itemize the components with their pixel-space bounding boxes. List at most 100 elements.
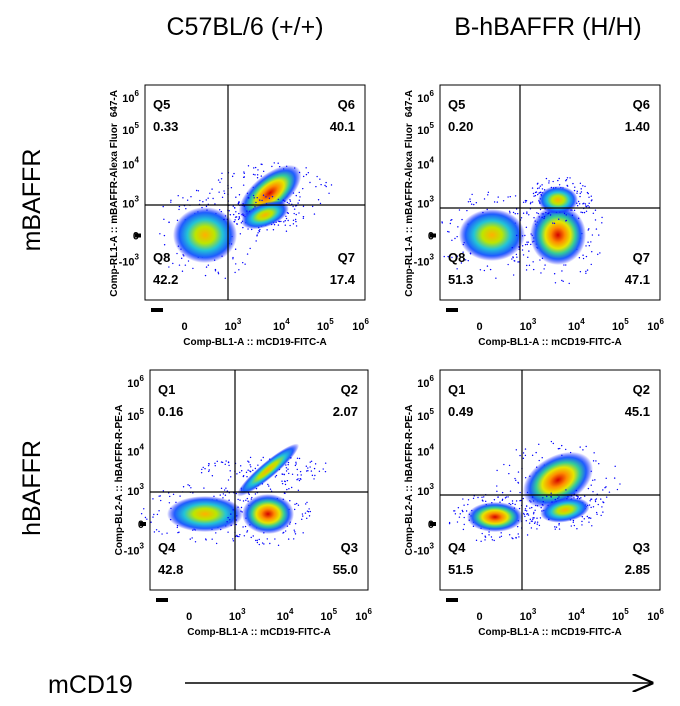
event-dot (283, 492, 286, 494)
quadrant-value: 0.49 (448, 404, 473, 419)
event-dot (515, 500, 518, 502)
event-dot (324, 462, 327, 464)
tick-exp: 4 (135, 156, 140, 165)
tick-exp: 5 (135, 121, 140, 130)
event-dot (295, 220, 297, 223)
event-dot (579, 446, 581, 448)
tick-exp: 3 (135, 252, 140, 261)
event-dot (528, 250, 530, 252)
event-dot (250, 536, 252, 539)
event-dot (550, 496, 552, 498)
event-dot (314, 474, 316, 477)
event-dot (152, 498, 154, 500)
event-dot (448, 521, 451, 524)
event-dot (570, 525, 572, 527)
event-dot (461, 218, 463, 221)
event-dot (591, 525, 593, 527)
quadrant-name: Q3 (633, 540, 650, 555)
event-dot (577, 200, 580, 203)
tick-label: -103 (414, 541, 435, 557)
density-cloud (173, 207, 237, 263)
event-dot (296, 468, 298, 471)
event-dot (483, 269, 486, 272)
event-dot (504, 497, 507, 499)
tick-exp: 3 (140, 482, 145, 491)
event-dot (302, 215, 305, 218)
tick-exp: 3 (237, 317, 242, 326)
event-dot (509, 196, 512, 198)
event-dot (243, 171, 245, 173)
event-dot (581, 520, 583, 523)
column-header: B-hBAFFR (H/H) (454, 13, 642, 41)
event-dot (260, 175, 263, 177)
tick-exp: 4 (430, 442, 435, 451)
event-dot (304, 512, 307, 514)
event-dot (540, 507, 542, 509)
event-dot (536, 183, 539, 185)
event-dot (537, 193, 539, 196)
event-dot (518, 536, 520, 538)
event-dot (581, 524, 583, 526)
tick-label: -103 (119, 252, 140, 268)
quadrant-name: Q5 (448, 97, 465, 112)
event-dot (217, 271, 219, 274)
event-dot (573, 524, 576, 527)
event-dot (496, 490, 498, 493)
event-dot (235, 263, 237, 265)
plot-frame (144, 84, 366, 301)
event-dot (211, 475, 214, 477)
quadrant-name: Q5 (153, 97, 170, 112)
event-dot (499, 536, 501, 538)
event-dot (158, 510, 160, 512)
event-dot (221, 172, 223, 175)
event-dot (542, 497, 544, 499)
event-dot (140, 513, 143, 515)
event-dot (242, 226, 244, 229)
tick-label: 106 (355, 607, 372, 623)
event-dot (548, 180, 550, 182)
event-dot (562, 280, 564, 283)
event-dot (199, 199, 201, 202)
tick-exp: 5 (624, 317, 629, 326)
event-dot (297, 478, 299, 480)
event-dot (287, 468, 289, 470)
event-dot (201, 468, 203, 471)
event-dot (223, 192, 226, 195)
event-dot (324, 184, 326, 187)
tick-base: 10 (229, 611, 241, 623)
tick-label: 105 (320, 607, 337, 623)
event-dot (284, 480, 286, 483)
quadrant-name: Q3 (341, 540, 358, 555)
event-dot (232, 256, 234, 259)
axis-marker (446, 308, 458, 312)
event-dot (550, 440, 553, 443)
tick-label: -103 (414, 252, 435, 268)
event-dot (267, 483, 269, 486)
event-dot (528, 522, 531, 524)
event-dot (475, 539, 478, 542)
tick-exp: 4 (285, 317, 290, 326)
event-dot (553, 273, 556, 275)
event-dot (464, 259, 467, 261)
event-dot (554, 498, 557, 501)
density-cloud (540, 497, 590, 523)
tick-label: 105 (612, 607, 629, 623)
event-dot (519, 499, 521, 502)
event-dot (558, 528, 561, 530)
event-dot (294, 531, 296, 533)
event-dot (225, 487, 227, 489)
event-dot (259, 228, 261, 231)
event-dot (517, 261, 519, 263)
event-dot (265, 196, 267, 198)
event-dot (525, 200, 528, 202)
event-dot (456, 235, 458, 238)
tick-label: 106 (417, 89, 434, 105)
event-dot (292, 538, 295, 540)
event-dot (497, 196, 499, 198)
event-dot (512, 256, 514, 259)
event-dot (247, 228, 249, 230)
event-dot (590, 484, 592, 486)
event-dot (522, 254, 525, 256)
event-dot (311, 205, 314, 208)
event-dot (585, 205, 588, 208)
